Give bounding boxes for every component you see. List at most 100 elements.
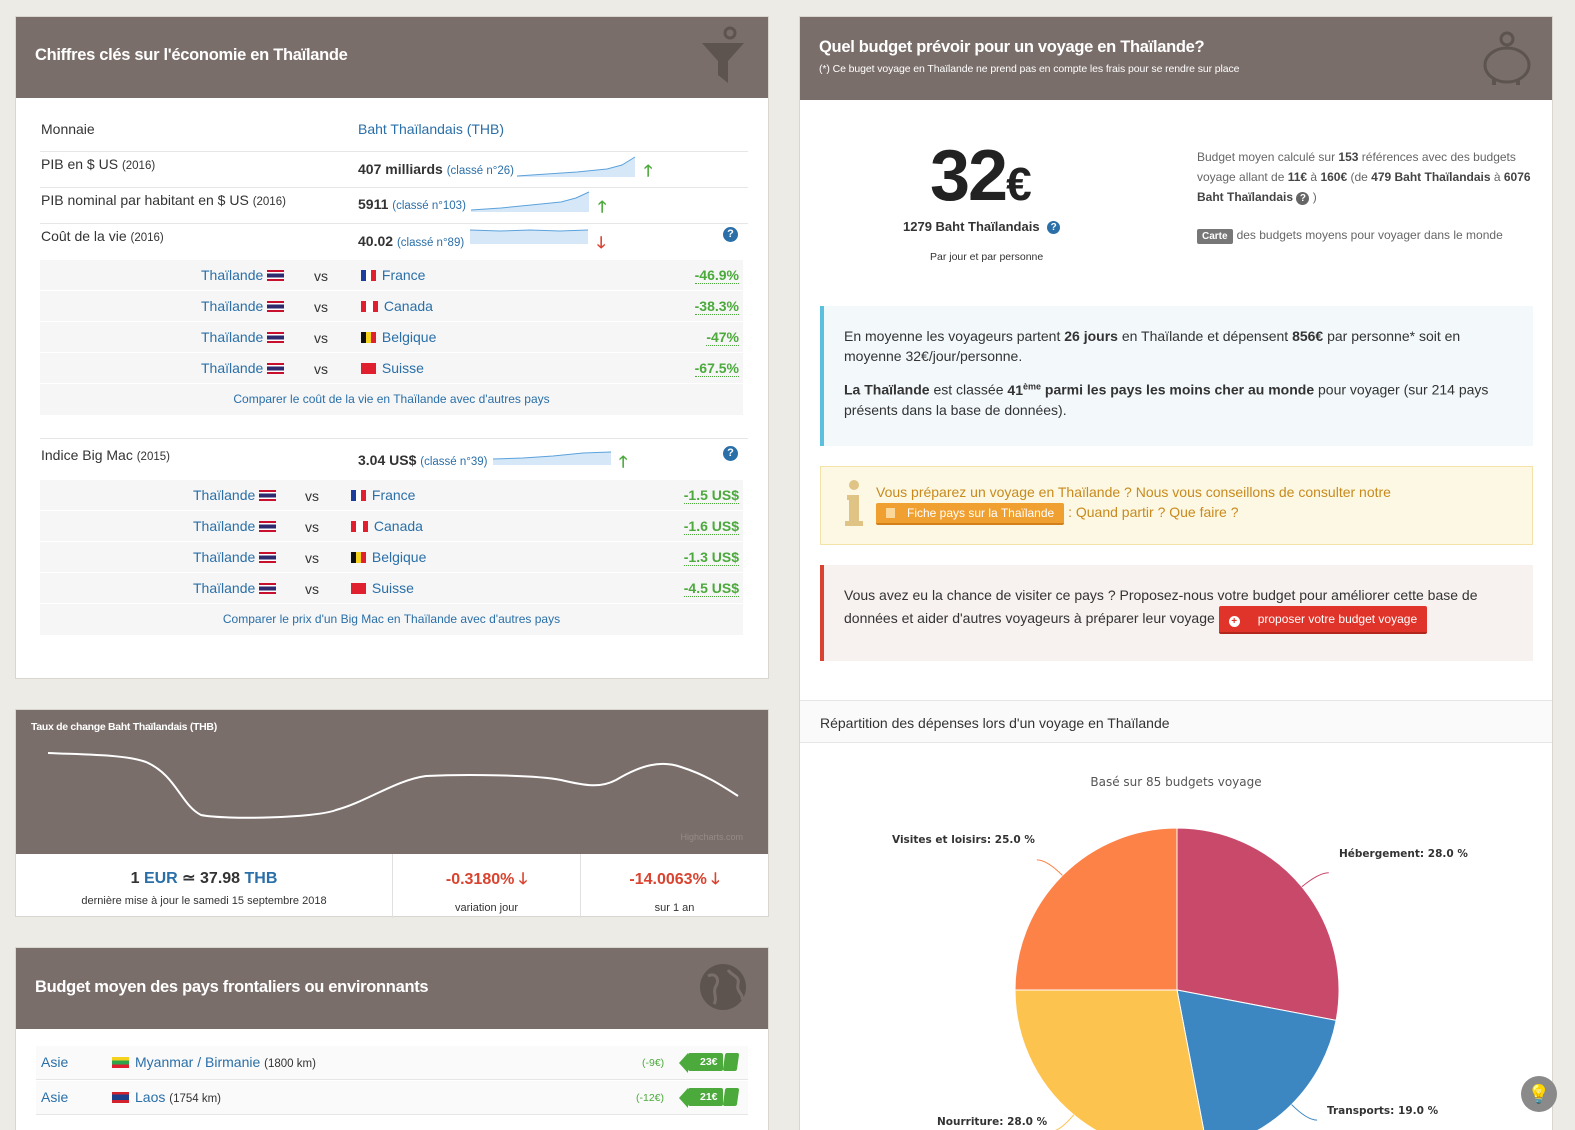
- stats-country: La Thaïlande: [844, 381, 930, 398]
- home-label: Thaïlande: [201, 267, 264, 283]
- comparison-row[interactable]: Thaïlande vs Suisse -4.5 US$: [40, 573, 743, 604]
- comparison-row[interactable]: Thaïlande vs France -46.9%: [40, 260, 743, 291]
- home-country[interactable]: Thaïlande: [201, 298, 286, 314]
- pie-slice-transports[interactable]: [1176, 989, 1337, 1130]
- desc-text: (de: [1347, 170, 1372, 184]
- other-country[interactable]: France: [357, 267, 425, 283]
- home-country[interactable]: Thaïlande: [201, 267, 286, 283]
- other-country[interactable]: Suisse: [347, 580, 414, 596]
- country-sheet-button[interactable]: Fiche pays sur la Thaïlande: [876, 503, 1065, 525]
- neighbour-row[interactable]: Asie Myanmar / Birmanie (1800 km) (-9€) …: [36, 1046, 748, 1080]
- budget-diff: (-12€): [636, 1092, 665, 1104]
- home-country[interactable]: Thaïlande: [193, 487, 278, 503]
- comparison-row[interactable]: Thaïlande vs Canada -38.3%: [40, 291, 743, 322]
- yearly-label: sur 1 an: [654, 902, 695, 914]
- arrow-down-icon: 🡓: [518, 871, 528, 888]
- thailand-flag-icon: [259, 552, 277, 563]
- comparison-row[interactable]: Thaïlande vs Suisse -67.5%: [40, 353, 743, 384]
- thb-amount: 1279 Baht Thaïlandais: [903, 219, 1040, 234]
- map-link[interactable]: Carte des budgets moyens pour voyager dan…: [1197, 228, 1503, 244]
- home-country[interactable]: Thaïlande: [193, 518, 278, 534]
- comparison-row[interactable]: Thaïlande vs Belgique -47%: [40, 322, 743, 353]
- row-label: Indice Big Mac (2015): [41, 447, 170, 463]
- home-label: Thaïlande: [201, 329, 264, 345]
- diff-value: -47%: [706, 329, 739, 346]
- desc-text: à: [1307, 170, 1321, 184]
- home-country[interactable]: Thaïlande: [201, 329, 286, 345]
- desc-text: ): [1309, 190, 1317, 204]
- country-sheet-label: Fiche pays sur la Thaïlande: [907, 506, 1055, 520]
- home-country[interactable]: Thaïlande: [193, 580, 278, 596]
- bigmac-row: Indice Big Mac (2015) 3.04 US$ (classé n…: [40, 438, 748, 481]
- rank-suffix: ème: [1022, 381, 1041, 391]
- row-label: Monnaie: [41, 121, 95, 137]
- switzerland-flag-icon: [361, 363, 376, 374]
- country-label: Belgique: [381, 329, 437, 345]
- rate-number: 37.98: [200, 870, 241, 887]
- rank-link[interactable]: (classé n°39): [420, 456, 488, 468]
- row-label: PIB en $ US (2016): [41, 156, 155, 172]
- continent-link[interactable]: Asie: [41, 1089, 69, 1105]
- help-icon[interactable]: ?: [1047, 221, 1061, 234]
- comparison-row[interactable]: Thaïlande vs France -1.5 US$: [40, 480, 743, 511]
- home-label: Thaïlande: [193, 549, 256, 565]
- thailand-flag-icon: [259, 583, 277, 594]
- comparison-row[interactable]: Thaïlande vs Canada -1.6 US$: [40, 511, 743, 542]
- neighbour-row[interactable]: Asie Laos (1754 km) (-12€) 21€: [36, 1081, 748, 1115]
- home-label: Thaïlande: [193, 580, 256, 596]
- daily-budget: 32€: [930, 135, 1032, 217]
- rank-link[interactable]: (classé n°89): [396, 237, 465, 249]
- continent-link[interactable]: Asie: [41, 1054, 69, 1070]
- eur-link[interactable]: EUR: [143, 870, 178, 887]
- compare-cost-link[interactable]: Comparer le coût de la vie en Thaïlande …: [233, 392, 550, 406]
- comparison-row[interactable]: Thaïlande vs Belgique -1.3 US$: [40, 542, 743, 573]
- other-country[interactable]: Canada: [357, 298, 433, 314]
- other-country[interactable]: Belgique: [347, 549, 426, 565]
- currency-link[interactable]: Baht Thaïlandais (THB): [358, 121, 505, 137]
- france-flag-icon: [361, 270, 376, 281]
- thailand-flag-icon: [259, 521, 277, 532]
- home-country[interactable]: Thaïlande: [201, 360, 286, 376]
- country-label: France: [371, 487, 416, 503]
- neighbour-name: Myanmar / Birmanie (1800 km): [112, 1054, 316, 1070]
- help-icon[interactable]: ?: [723, 446, 738, 461]
- thailand-flag-icon: [267, 301, 285, 312]
- tip-text: Vous préparez un voyage en Thaïlande ? N…: [876, 484, 1391, 500]
- stats-text: par personne* soit en moyenne 32€/jour/p…: [844, 328, 1461, 364]
- book-icon[interactable]: [722, 1053, 740, 1071]
- canada-flag-icon: [361, 301, 378, 312]
- daily-cell: -0.3180% 🡓 variation jour: [393, 854, 581, 918]
- pie-slice-hebergement[interactable]: [1176, 827, 1340, 1021]
- lightbulb-icon[interactable]: 💡: [1521, 1076, 1557, 1112]
- country-label: Canada: [383, 298, 433, 314]
- country-link[interactable]: Myanmar / Birmanie: [135, 1054, 261, 1070]
- map-badge[interactable]: Carte: [1197, 229, 1233, 244]
- pie-slice-nourriture[interactable]: [1014, 989, 1207, 1130]
- stats-text-bold: parmi les pays les moins cher au monde: [1041, 381, 1315, 398]
- value-text: 3.04 US$: [358, 452, 417, 468]
- help-icon[interactable]: ?: [723, 227, 738, 242]
- exchange-chart: Taux de change Baht Thaïlandais (THB) Hi…: [16, 710, 768, 854]
- other-country[interactable]: France: [347, 487, 415, 503]
- home-country[interactable]: Thaïlande: [193, 549, 278, 565]
- value-text: 5911: [358, 196, 389, 212]
- travel-stats-line1: En moyenne les voyageurs partent 26 jour…: [844, 326, 1513, 366]
- rank-link[interactable]: (classé n°103): [392, 200, 466, 212]
- rate-cell: 1 EUR ≃ 37.98 THB dernière mise à jour l…: [16, 854, 393, 918]
- home-label: Thaïlande: [201, 298, 264, 314]
- other-country[interactable]: Suisse: [357, 360, 424, 376]
- rank-link[interactable]: (classé n°26): [446, 165, 514, 177]
- neighbours-panel: Budget moyen des pays frontaliers ou env…: [15, 947, 769, 1130]
- help-icon[interactable]: ?: [1296, 192, 1310, 205]
- other-country[interactable]: Canada: [347, 518, 423, 534]
- other-country[interactable]: Belgique: [357, 329, 436, 345]
- compare-bigmac-link[interactable]: Comparer le prix d'un Big Mac en Thaïlan…: [222, 612, 561, 626]
- diff-value: -38.3%: [694, 298, 739, 315]
- country-link[interactable]: Laos: [135, 1089, 166, 1105]
- thb-link[interactable]: THB: [244, 870, 278, 887]
- highcharts-credit[interactable]: Highcharts.com: [680, 832, 743, 842]
- laos-flag-icon: [112, 1092, 129, 1103]
- propose-budget-button[interactable]: + proposer votre budget voyage: [1218, 606, 1428, 634]
- pie-slice-visites[interactable]: [1014, 827, 1178, 991]
- book-icon[interactable]: [722, 1088, 740, 1106]
